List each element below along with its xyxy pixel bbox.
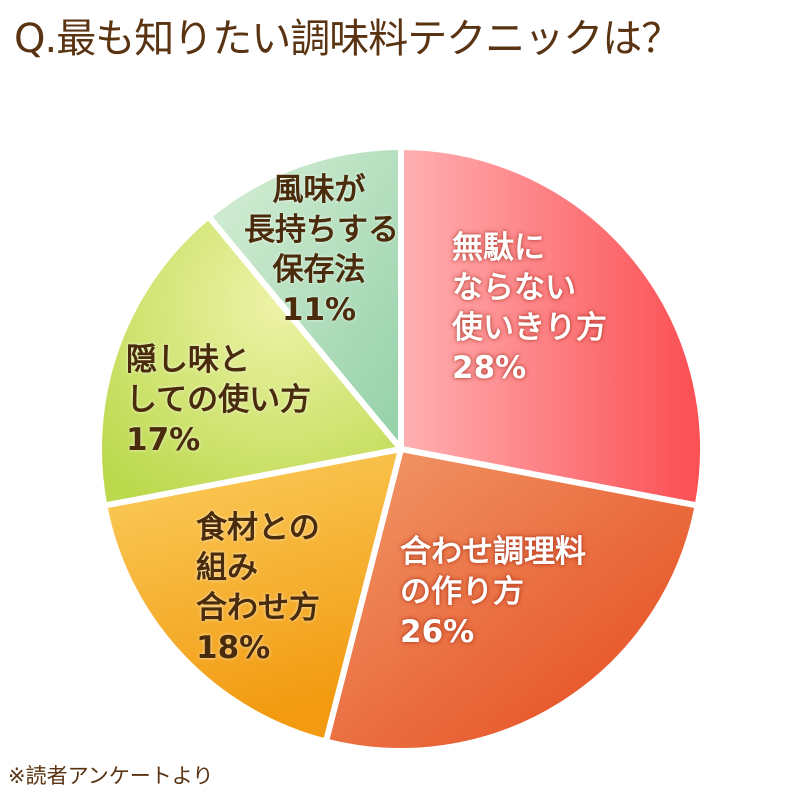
slice-hidden-flavor <box>96 213 404 509</box>
slice-label-mixed-seasoning: 合わせ調理料 の作り方 26% <box>400 534 586 650</box>
slice-use-up <box>398 144 706 509</box>
slice-label-hidden-flavor: 隠し味と しての使い方 17% <box>126 342 312 458</box>
pct-26: 26% <box>400 614 475 650</box>
slice-label-use-up: 無駄に ならない 使いきり方 28% <box>452 230 607 386</box>
pct-17: 17% <box>126 422 201 458</box>
pct-28: 28% <box>452 350 527 386</box>
slice-storage <box>205 144 404 452</box>
pct-18: 18% <box>196 630 271 666</box>
pct-11: 11% <box>281 292 357 328</box>
slice-mixed-seasoning <box>322 446 701 754</box>
slice-pairing <box>101 446 404 745</box>
chart-title: Q.最も知りたい調味料テクニックは？ <box>14 16 681 62</box>
source-footnote: ※読者アンケートより <box>8 764 214 788</box>
slice-label-storage: 風味が 長持ちする 保存法 11% <box>244 172 399 328</box>
slice-label-pairing: 食材との 組み 合わせ方 18% <box>196 510 320 666</box>
